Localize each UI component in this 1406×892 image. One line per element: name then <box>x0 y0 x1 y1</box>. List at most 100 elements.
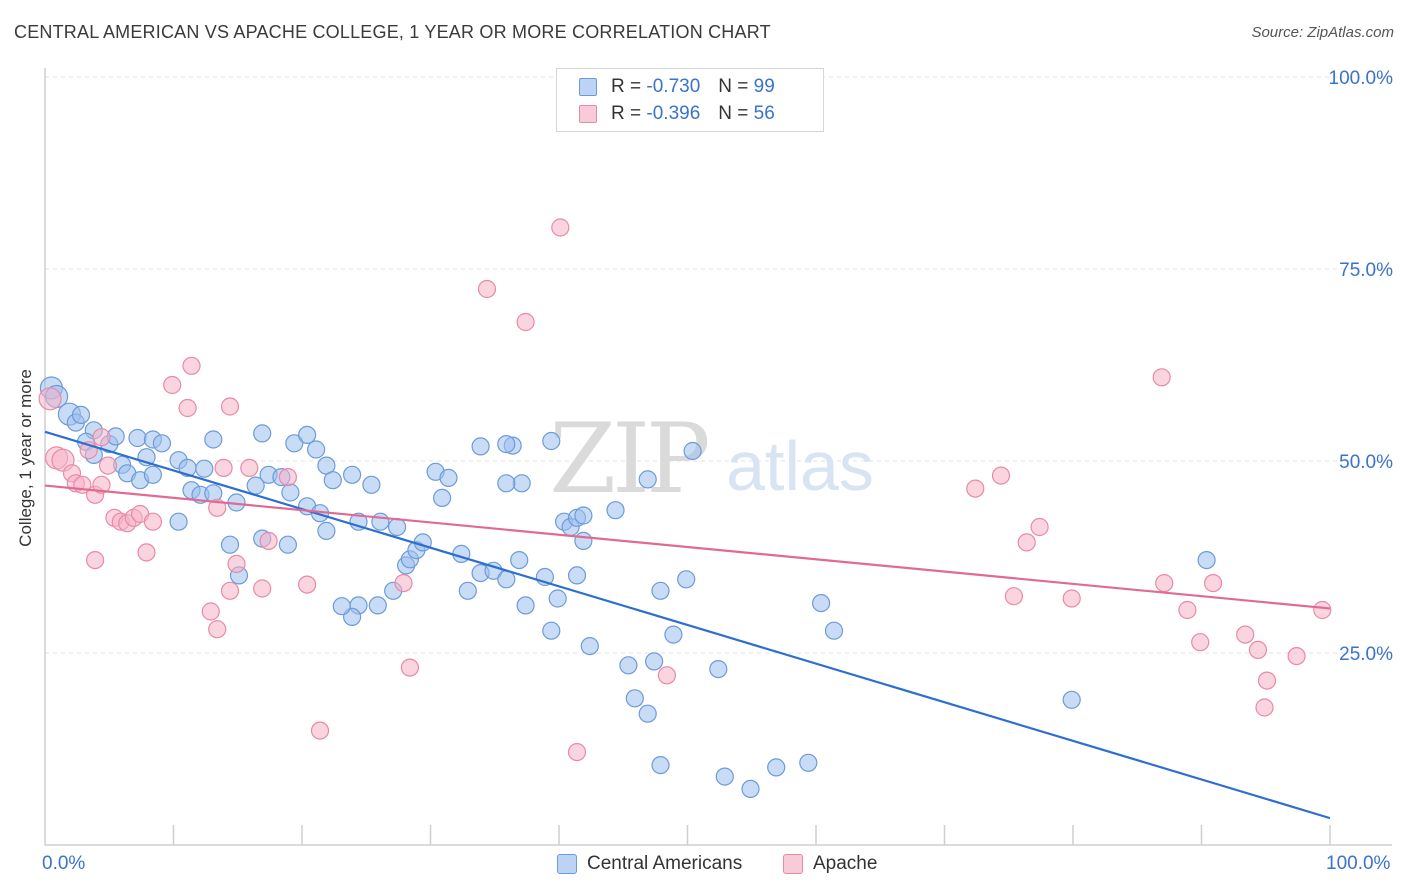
central-americans-point <box>332 597 351 616</box>
central-americans-point <box>195 459 214 478</box>
central-americans-point <box>811 593 831 613</box>
apache-point <box>92 475 111 494</box>
legend-r-label: R = <box>611 76 642 97</box>
central-americans-point <box>715 767 734 786</box>
legend-swatch-blue <box>579 78 597 96</box>
central-americans-point <box>285 434 304 453</box>
central-americans-point <box>567 566 587 585</box>
y-tick-label: 75.0% <box>1339 260 1393 281</box>
apache-point <box>516 312 535 332</box>
legend-r-label: R = <box>611 103 642 124</box>
apache-point <box>1178 600 1197 620</box>
central-americans-point <box>281 483 300 502</box>
central-americans-point <box>574 531 593 551</box>
bottom-legend-apache: Apache <box>783 852 877 876</box>
apache-point <box>991 466 1011 485</box>
apache-point <box>240 458 259 477</box>
apache-point <box>208 620 227 639</box>
central-americans-point <box>664 625 683 644</box>
x-tick-label-min: 0.0% <box>42 853 86 874</box>
apache-point <box>1248 640 1268 660</box>
bottom-legend-swatch-blue <box>557 854 577 874</box>
apache-point <box>298 575 317 594</box>
apache-point <box>1155 573 1174 593</box>
central-americans-point <box>606 501 625 520</box>
central-americans-point <box>548 589 567 608</box>
y-tick-label: 25.0% <box>1339 644 1393 665</box>
apache-point <box>178 398 197 418</box>
central-americans-point <box>143 465 162 484</box>
central-americans-point <box>580 636 599 656</box>
legend-r-value: -0.396 <box>646 103 701 124</box>
axes <box>44 68 1392 846</box>
apache-point <box>253 579 272 598</box>
watermark: ZIP atlas <box>549 403 874 515</box>
apache-point <box>551 218 570 237</box>
bottom-legend-label: Central Americans <box>587 853 743 874</box>
bottom-legend-label: Apache <box>813 853 878 874</box>
central-americans-point <box>298 425 317 444</box>
central-americans-point <box>204 430 223 449</box>
bottom-legend-swatch-pink <box>783 854 803 874</box>
legend-n-value: 99 <box>753 76 775 97</box>
trend-line-apache <box>44 484 1331 610</box>
central-americans-point <box>510 550 529 570</box>
apache-point <box>1255 698 1274 717</box>
apache-point <box>137 543 156 562</box>
trend-line-central-americans <box>44 430 1331 820</box>
central-americans-point <box>497 435 516 454</box>
apache-point <box>98 456 118 475</box>
apache-point <box>1030 517 1049 537</box>
apache-point <box>966 479 985 498</box>
legend-n-label: N = <box>718 103 749 124</box>
watermark-zip: ZIP <box>549 403 708 515</box>
apache-point <box>1017 533 1036 552</box>
apache-point <box>214 458 233 477</box>
central-americans-point <box>484 561 503 580</box>
apache-point <box>182 356 201 375</box>
central-americans-point <box>644 652 664 671</box>
central-americans-point <box>128 428 147 448</box>
central-americans-point <box>220 535 240 554</box>
central-americans-point <box>439 468 458 487</box>
apache-point <box>1062 589 1081 608</box>
central-americans-point <box>799 753 818 772</box>
central-americans-point <box>458 581 477 600</box>
apache-point <box>657 666 677 685</box>
central-americans-point <box>651 755 670 775</box>
apache-point <box>1236 625 1255 644</box>
central-americans-point <box>362 475 381 494</box>
apache-point <box>1203 573 1223 593</box>
central-americans-point <box>677 570 696 589</box>
watermark-atlas: atlas <box>726 427 874 505</box>
apache-point <box>259 531 278 551</box>
legend-swatch-pink <box>579 105 597 123</box>
central-americans-point <box>349 512 368 531</box>
central-americans-point <box>317 521 336 541</box>
apache-point <box>227 554 246 574</box>
apache-point <box>1152 368 1171 387</box>
central-americans-point <box>767 758 786 777</box>
legend-row-apache: R = -0.396 N = 56 <box>579 102 775 126</box>
central-americans-point <box>542 621 561 640</box>
central-americans-point <box>542 431 561 451</box>
central-americans-point <box>824 621 844 640</box>
apache-point <box>477 279 497 299</box>
central-americans-point <box>307 440 326 459</box>
legend-n-value: 56 <box>753 103 775 124</box>
central-americans-point <box>651 581 670 600</box>
central-americans-point <box>323 471 342 490</box>
central-americans-point <box>253 424 272 443</box>
central-americans-point <box>1197 550 1216 570</box>
central-americans-point <box>741 779 760 799</box>
central-americans-point <box>619 656 638 675</box>
y-tick-label: 100.0% <box>1329 68 1394 89</box>
legend-r-value: -0.730 <box>646 76 701 97</box>
central-americans-point <box>683 441 702 461</box>
central-americans-point <box>413 533 432 552</box>
central-americans-point <box>371 512 390 531</box>
central-americans-point <box>388 517 407 537</box>
apache-point <box>220 397 240 416</box>
apache-point <box>1191 633 1210 652</box>
